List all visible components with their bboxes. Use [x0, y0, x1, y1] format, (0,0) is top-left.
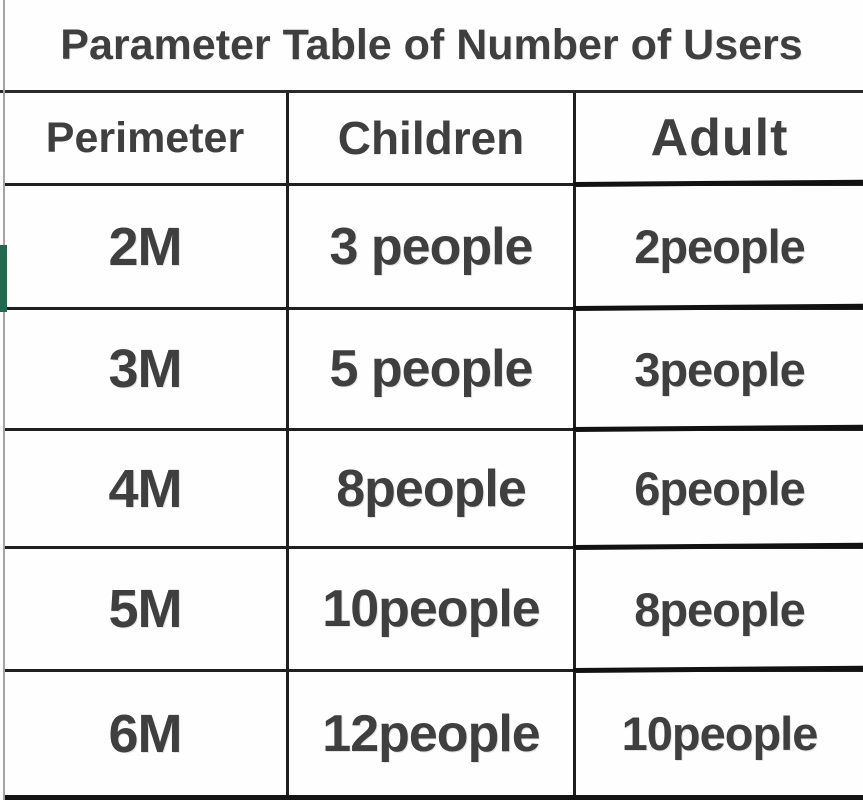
row-6m-perimeter: 6M — [4, 672, 289, 795]
green-accent-strip — [0, 245, 7, 312]
column-header-adult: Adult — [576, 93, 863, 186]
row-6m-children: 12people — [289, 672, 576, 795]
row-3m-perimeter: 3M — [4, 310, 289, 431]
row-4m-children: 8people — [289, 431, 576, 549]
row-4m-perimeter: 4M — [4, 431, 289, 549]
row-2m-children: 3 people — [289, 186, 576, 310]
row-6m-adult: 10people — [621, 707, 819, 760]
row-2m-perimeter: 2M — [4, 186, 289, 310]
row-4m-adult: 6people — [576, 431, 863, 549]
row-5m-perimeter: 5M — [4, 549, 289, 672]
row-3m-adult: 3people — [576, 310, 863, 431]
row-2m-adult: 2people — [576, 186, 863, 310]
row-5m-children: 10people — [289, 549, 576, 672]
title-bar: Parameter Table of Number of Users — [0, 0, 863, 93]
page-title: Parameter Table of Number of Users — [60, 20, 803, 69]
users-parameter-table: Perimeter Children Adult 2M 3 people 2pe… — [4, 93, 863, 800]
left-scan-edge-line — [3, 0, 5, 800]
row-3m-children: 5 people — [289, 310, 576, 431]
row-5m-adult: 8people — [576, 549, 863, 672]
column-header-perimeter: Perimeter — [4, 93, 289, 186]
column-header-children: Children — [289, 93, 576, 186]
